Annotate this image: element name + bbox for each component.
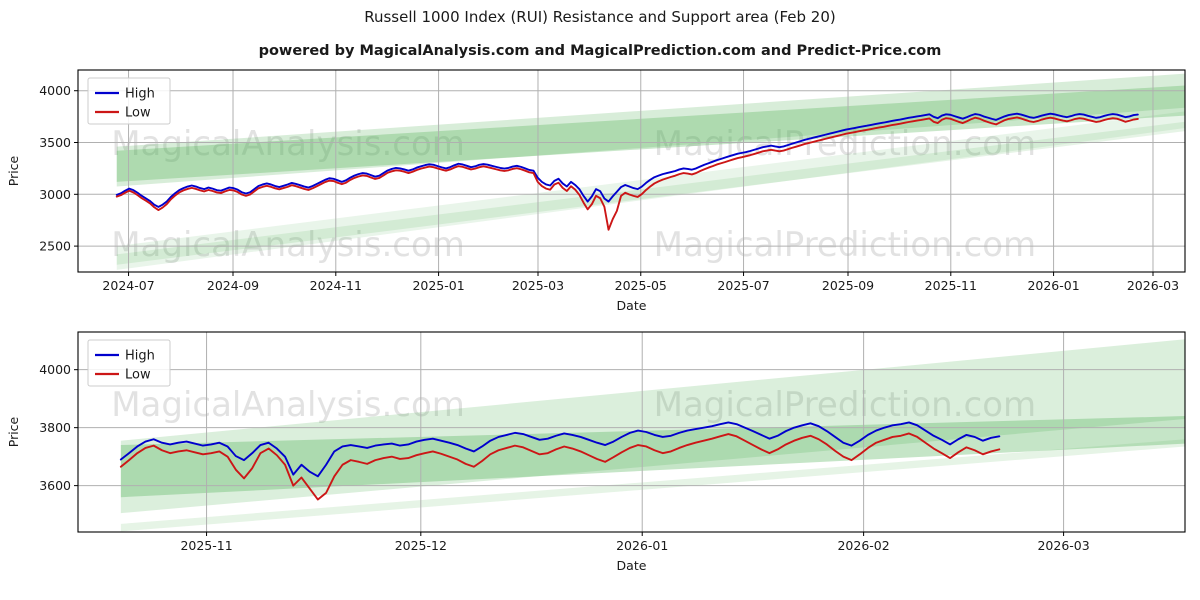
y-tick-label: 3600 (39, 478, 71, 493)
x-tick-label: 2026-01 (1027, 278, 1079, 293)
zoom-series-group (119, 421, 1001, 501)
x-tick-label: 2025-07 (717, 278, 769, 293)
overview-legend: High Low (87, 77, 171, 125)
overview-chart: MagicalAnalysis.com MagicalPrediction.com… (0, 60, 1200, 320)
watermark-left: MagicalAnalysis.com (111, 385, 465, 425)
x-tick-label: 2026-02 (837, 538, 889, 553)
y-tick-label: 3000 (39, 187, 71, 202)
series-line-high (119, 421, 1001, 478)
watermark-lower-right: MagicalPrediction.com (654, 225, 1037, 265)
y-tick-label: 2500 (39, 239, 71, 254)
overview-series-group (115, 112, 1139, 231)
overview-plot-frame (77, 69, 1186, 273)
x-tick-label: 2025-09 (822, 278, 874, 293)
watermark-left: MagicalAnalysis.com (111, 124, 465, 164)
zoom-plot-frame (77, 331, 1186, 533)
y-axis-title: Price (6, 416, 21, 447)
series-line-high (115, 112, 1139, 208)
x-tick-label: 2026-03 (1127, 278, 1179, 293)
zoom-chart: MagicalAnalysis.com MagicalPrediction.com… (0, 320, 1200, 600)
series-line-low (115, 116, 1139, 231)
y-tick-label: 3800 (39, 420, 71, 435)
overview-plot-background (78, 70, 1185, 272)
zoom-gridlines (78, 332, 1185, 532)
legend-label-low: Low (125, 106, 151, 121)
band-lower-thin (116, 121, 1185, 265)
x-tick-label: 2025-03 (512, 278, 564, 293)
legend-label-high: High (125, 87, 155, 102)
watermark-lower-left: MagicalAnalysis.com (111, 225, 465, 265)
x-tick-label: 2026-01 (616, 538, 668, 553)
x-axis-title: Date (617, 298, 647, 313)
x-tick-label: 2024-11 (310, 278, 362, 293)
x-tick-label: 2025-12 (395, 538, 447, 553)
legend-label-high: High (125, 349, 155, 364)
x-axis-title: Date (617, 558, 647, 573)
y-axis-title: Price (6, 155, 21, 186)
overview-svg: MagicalAnalysis.com MagicalPrediction.com… (6, 69, 1186, 313)
series-line-low (119, 432, 1001, 501)
band-inner-core (120, 416, 1185, 498)
band-inner-core (116, 85, 1185, 182)
y-tick-label: 4000 (39, 362, 71, 377)
zoom-svg: MagicalAnalysis.com MagicalPrediction.com… (6, 331, 1186, 573)
x-tick-label: 2024-09 (207, 278, 259, 293)
overview-watermarks: MagicalAnalysis.com MagicalPrediction.com… (111, 124, 1036, 265)
overview-axes: 2500 3000 3500 4000 2024-07 2024-09 2024-11 202… (39, 83, 1179, 293)
x-tick-label: 2025-11 (925, 278, 977, 293)
overview-gridlines (78, 70, 1185, 272)
x-tick-label: 2025-05 (615, 278, 667, 293)
zoom-watermarks: MagicalAnalysis.com MagicalPrediction.com (111, 385, 1036, 425)
x-tick-label: 2025-01 (412, 278, 464, 293)
band-outer-upper (120, 339, 1185, 514)
page-title: Russell 1000 Index (RUI) Resistance and … (364, 8, 836, 26)
x-tick-label: 2025-11 (180, 538, 232, 553)
x-tick-label: 2026-03 (1037, 538, 1089, 553)
overview-bands (116, 73, 1185, 270)
band-lower-wide (116, 111, 1185, 270)
legend-label-low: Low (125, 368, 151, 383)
zoom-legend: High Low (87, 339, 171, 387)
zoom-axes: 3600 3800 4000 2025-11 2025-12 2026-01 2026-02… (39, 362, 1090, 553)
x-tick-label: 2024-07 (102, 278, 154, 293)
band-outer-upper (116, 73, 1185, 187)
y-tick-label: 4000 (39, 83, 71, 98)
watermark-right: MagicalPrediction.com (654, 385, 1037, 425)
page-subtitle: powered by MagicalAnalysis.com and Magic… (258, 43, 942, 59)
y-tick-label: 3500 (39, 135, 71, 150)
